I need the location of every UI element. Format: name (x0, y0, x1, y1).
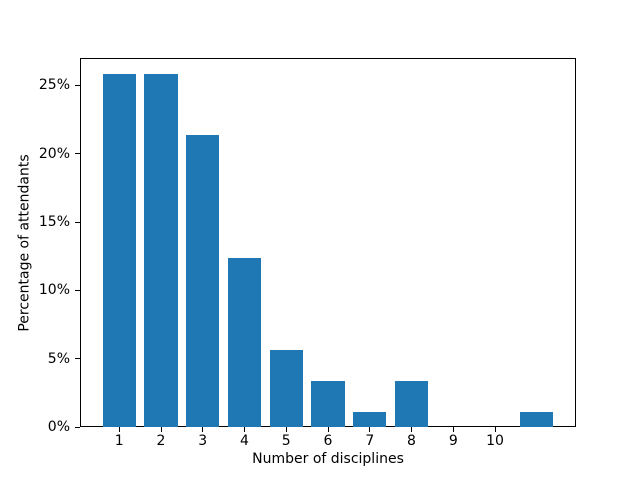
y-tick-label: 15% (38, 214, 70, 230)
x-tick-label: 9 (448, 433, 458, 449)
x-tick (327, 427, 329, 432)
x-tick-label: 5 (281, 433, 291, 449)
bar (520, 411, 554, 427)
y-tick-label: 10% (38, 282, 70, 299)
y-tick (75, 426, 80, 428)
x-tick-label: 10 (486, 433, 504, 449)
x-tick (202, 427, 204, 432)
bar (227, 258, 262, 427)
x-tick (494, 427, 496, 432)
x-tick-label: 2 (156, 433, 166, 449)
bar (311, 380, 345, 427)
y-tick (75, 221, 80, 223)
x-tick (160, 427, 162, 432)
y-tick (75, 289, 80, 291)
x-tick-label: 6 (323, 433, 333, 449)
y-tick-label: 0% (47, 419, 70, 435)
bar (394, 380, 429, 427)
bar (269, 350, 303, 427)
y-tick (75, 358, 80, 360)
y-tick-label: 20% (38, 145, 70, 162)
bar (144, 73, 178, 427)
x-tick (411, 427, 412, 432)
bar (102, 73, 136, 427)
x-tick (285, 427, 287, 432)
bar (353, 411, 387, 427)
x-tick-label: 4 (240, 433, 249, 449)
x-tick (118, 427, 120, 432)
x-tick-label: 3 (198, 433, 208, 449)
y-tick (75, 153, 80, 155)
x-tick (369, 427, 371, 432)
x-tick-label: 8 (407, 433, 416, 449)
x-tick-label: 1 (114, 433, 124, 449)
y-tick-label: 5% (47, 350, 70, 367)
x-tick-label: 7 (365, 433, 375, 449)
bar (186, 135, 220, 427)
y-axis-title: Percentage of attendants (16, 154, 33, 332)
x-tick (452, 427, 454, 432)
x-axis-title: Number of disciplines (252, 451, 404, 467)
y-tick-label: 25% (38, 77, 70, 94)
x-tick (244, 427, 245, 432)
y-tick (75, 84, 80, 86)
